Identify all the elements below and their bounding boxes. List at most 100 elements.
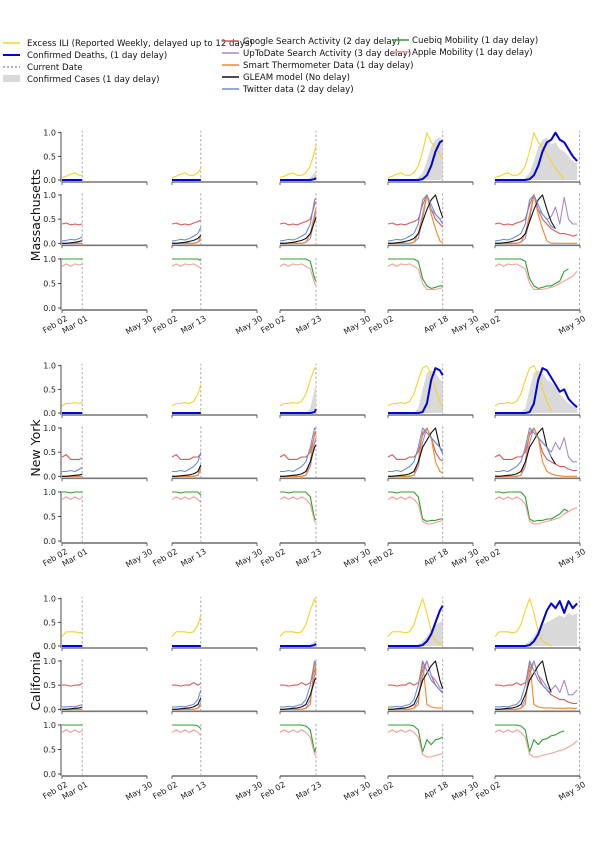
subplot-column: Feb 02 Mar 23 May 30 xyxy=(259,363,372,569)
ili-line xyxy=(387,365,444,408)
apple-line xyxy=(387,263,443,290)
cases-area xyxy=(388,370,443,413)
cases-area xyxy=(280,383,317,413)
gleam-line xyxy=(495,194,556,244)
y-tick-label: 0.0 xyxy=(43,537,56,546)
subplot-column: Feb 02 Mar 13 May 30 xyxy=(151,596,264,802)
deaths-line xyxy=(388,367,444,414)
apple-line xyxy=(387,729,443,758)
twitter-line xyxy=(494,194,556,242)
ili-line xyxy=(279,366,317,407)
cuebiq-line xyxy=(388,491,443,522)
gleam-line xyxy=(172,234,202,244)
legend-entry: Excess ILI (Reported Weekly, delayed up … xyxy=(3,39,253,49)
state-label: California xyxy=(28,651,43,710)
google-line xyxy=(171,219,202,226)
gleam-line xyxy=(62,240,83,244)
twitter-line xyxy=(171,226,202,242)
panel xyxy=(494,426,581,482)
cuebiq-line xyxy=(495,491,569,522)
panel xyxy=(279,130,366,185)
ili-line xyxy=(171,384,202,407)
thermo-line xyxy=(495,427,578,477)
plot-grid: Massachusetts 0.00.51.00.00.51.00.00.51.0… xyxy=(28,129,587,803)
gleam-line xyxy=(172,697,202,710)
x-tick-label: May 30 xyxy=(234,547,264,569)
panel: 0.0 0.5 1.0 xyxy=(43,191,148,249)
apple-line xyxy=(61,729,83,733)
y-tick-label: 0.0 xyxy=(43,239,56,248)
cases-area xyxy=(280,169,317,180)
panel: 0.0 0.5 1.0 xyxy=(43,488,148,546)
apple-line xyxy=(61,263,83,267)
thermo-line xyxy=(495,660,578,710)
panel xyxy=(171,130,258,185)
panel xyxy=(387,659,474,715)
panel xyxy=(494,659,581,715)
apple-line xyxy=(171,263,202,269)
legend-entry: Twitter data (2 day delay) xyxy=(222,85,354,95)
panel xyxy=(387,363,474,418)
deaths-line xyxy=(280,408,317,414)
ili-line xyxy=(494,598,552,647)
state-block: California0.00.51.00.00.51.00.00.51.0Feb… xyxy=(28,595,587,803)
twitter-line xyxy=(280,427,317,473)
x-tick-label: May 30 xyxy=(450,547,480,569)
google-line xyxy=(61,454,83,460)
legend: Excess ILI (Reported Weekly, delayed up … xyxy=(3,36,538,95)
x-tick-label: Feb 02 xyxy=(474,780,502,801)
legend-entry: Current Date xyxy=(3,63,83,73)
x-tick-label: May 30 xyxy=(124,547,154,569)
legend-swatch xyxy=(3,75,20,82)
legend-label: UpToDate Search Activity (3 day delay) xyxy=(243,49,411,59)
x-tick-label: May 30 xyxy=(557,314,587,336)
google-line xyxy=(494,427,578,472)
y-tick-label: 1.0 xyxy=(43,657,56,666)
cuebiq-line xyxy=(388,724,444,753)
google-line xyxy=(172,682,202,687)
x-tick-label: Feb 02 xyxy=(367,780,395,801)
x-tick-label: Mar 23 xyxy=(294,780,323,802)
y-tick-label: 0.5 xyxy=(43,215,56,224)
cuebiq-line xyxy=(495,724,565,753)
x-tick-label: Feb 02 xyxy=(367,314,395,335)
y-tick-label: 0.0 xyxy=(43,304,56,313)
cases-area xyxy=(495,612,578,646)
state-label: New York xyxy=(28,419,43,477)
google-line xyxy=(61,222,83,226)
panel xyxy=(387,426,474,482)
thermo-line xyxy=(280,430,317,477)
cuebiq-line xyxy=(280,258,317,282)
deaths-line xyxy=(495,600,578,647)
x-tick-label: Feb 02 xyxy=(367,547,395,568)
panel xyxy=(171,193,258,249)
gleam-line xyxy=(388,194,444,244)
google-line xyxy=(388,660,444,694)
y-tick-label: 1.0 xyxy=(43,191,56,200)
y-tick-label: 0.5 xyxy=(43,385,56,394)
panel xyxy=(171,659,258,715)
legend-label: Confirmed Deaths, (1 day delay) xyxy=(27,51,167,61)
gleam-line xyxy=(280,217,317,244)
ili-line xyxy=(494,365,552,411)
panel xyxy=(387,130,474,185)
panel xyxy=(494,193,581,249)
panel xyxy=(171,723,258,779)
apple-line xyxy=(171,496,202,503)
panel xyxy=(279,193,366,249)
deaths-line xyxy=(495,131,578,181)
subplot-column: Feb 02 May 30 xyxy=(474,130,587,336)
twitter-line xyxy=(172,689,202,708)
gleam-line xyxy=(388,427,444,477)
legend-label: Apple Mobility (1 day delay) xyxy=(412,48,533,58)
gleam-line xyxy=(62,473,83,477)
google-line xyxy=(387,194,444,228)
x-tick-label: Feb 02 xyxy=(151,547,179,568)
x-tick-label: May 30 xyxy=(342,314,372,336)
panel xyxy=(279,659,366,715)
panel xyxy=(171,257,258,313)
apple-line xyxy=(279,729,317,756)
